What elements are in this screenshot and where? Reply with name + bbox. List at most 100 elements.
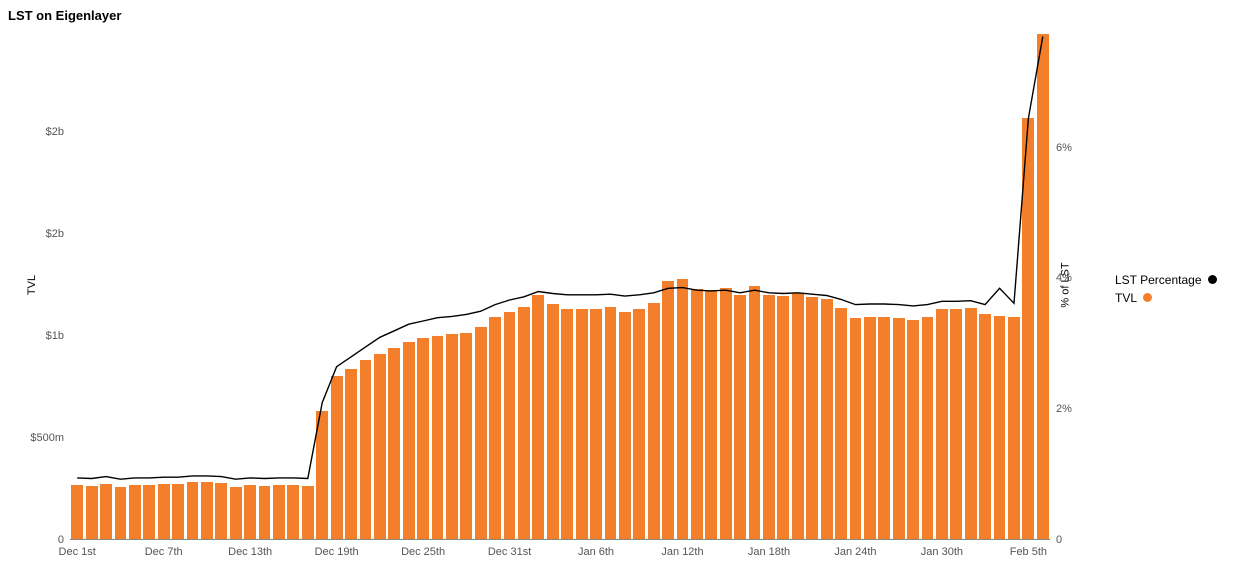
x-tick: Jan 24th [834, 546, 876, 558]
bar [864, 317, 876, 540]
bar [273, 485, 285, 540]
x-tick: Dec 19th [315, 546, 359, 558]
x-tick: Dec 31st [488, 546, 531, 558]
y-axis-left-label: TVL [26, 275, 38, 295]
y-tick-right: 0 [1056, 534, 1062, 546]
x-axis-baseline [70, 539, 1050, 540]
bar [244, 485, 256, 540]
bar [907, 320, 919, 540]
bar [979, 314, 991, 540]
bar [648, 303, 660, 540]
bar [576, 309, 588, 540]
bar [287, 485, 299, 540]
bar [316, 411, 328, 540]
bar [792, 293, 804, 540]
legend-label: TVL [1115, 291, 1137, 305]
bar [705, 290, 717, 540]
legend: LST Percentage TVL [1115, 269, 1217, 309]
bar [532, 295, 544, 540]
bar [994, 316, 1006, 540]
bar [605, 307, 617, 540]
legend-label: LST Percentage [1115, 273, 1202, 287]
bar [965, 308, 977, 540]
bar [777, 296, 789, 540]
y-tick-left: 0 [58, 534, 64, 546]
x-tick: Jan 18th [748, 546, 790, 558]
bar [403, 342, 415, 540]
bar [158, 484, 170, 540]
y-axis-right-label: % of LST [1059, 262, 1071, 307]
bar [360, 360, 372, 540]
x-tick: Jan 30th [921, 546, 963, 558]
legend-item-lst-percentage: LST Percentage [1115, 273, 1217, 287]
y-tick-left: $500m [30, 432, 64, 444]
y-tick-left: $2b [46, 228, 64, 240]
bar [417, 338, 429, 540]
bar [504, 312, 516, 540]
chart-plot-area: TVL % of LST 0$500m$1b$2b$2b 02%4%6% Dec… [70, 30, 1050, 540]
x-tick: Dec 1st [59, 546, 96, 558]
x-tick: Feb 5th [1010, 546, 1047, 558]
bar [619, 312, 631, 540]
bar [302, 486, 314, 540]
bar [547, 304, 559, 540]
bar [230, 487, 242, 540]
bar [86, 486, 98, 540]
bar [374, 354, 386, 540]
bar [633, 309, 645, 540]
bar [1022, 118, 1034, 540]
x-tick: Dec 13th [228, 546, 272, 558]
bar [720, 288, 732, 540]
bar [259, 486, 271, 540]
x-tick: Jan 12th [661, 546, 703, 558]
bar [143, 485, 155, 540]
bar [763, 295, 775, 540]
bar [460, 333, 472, 540]
bar [100, 484, 112, 540]
bar [1008, 317, 1020, 540]
bar [489, 317, 501, 540]
bar [922, 317, 934, 540]
bar [850, 318, 862, 540]
bar [388, 348, 400, 540]
bar [821, 299, 833, 540]
bar [518, 307, 530, 540]
x-tick: Jan 6th [578, 546, 614, 558]
bar [749, 286, 761, 540]
bar [115, 487, 127, 540]
bar [691, 289, 703, 540]
bar [878, 317, 890, 540]
bar [561, 309, 573, 540]
bar [187, 482, 199, 540]
bar [734, 295, 746, 540]
bar [129, 485, 141, 540]
bar [1037, 34, 1049, 540]
y-tick-right: 2% [1056, 403, 1072, 415]
x-tick: Dec 25th [401, 546, 445, 558]
bar [806, 297, 818, 540]
bar [475, 327, 487, 540]
bar [432, 336, 444, 540]
x-tick: Dec 7th [145, 546, 183, 558]
bar [950, 309, 962, 540]
bar [446, 334, 458, 540]
bar [590, 309, 602, 540]
legend-marker-circle [1208, 275, 1217, 284]
y-tick-right: 4% [1056, 272, 1072, 284]
y-tick-right: 6% [1056, 142, 1072, 154]
bar [936, 309, 948, 540]
bar [172, 484, 184, 540]
bar [215, 483, 227, 540]
bar [662, 281, 674, 540]
y-tick-left: $2b [46, 126, 64, 138]
legend-marker-circle [1143, 293, 1152, 302]
legend-item-tvl: TVL [1115, 291, 1217, 305]
bar [71, 485, 83, 540]
chart-title: LST on Eigenlayer [8, 8, 121, 23]
bar [893, 318, 905, 540]
bar [331, 376, 343, 540]
bar [345, 369, 357, 540]
y-tick-left: $1b [46, 330, 64, 342]
bar [201, 482, 213, 540]
bar [835, 308, 847, 540]
